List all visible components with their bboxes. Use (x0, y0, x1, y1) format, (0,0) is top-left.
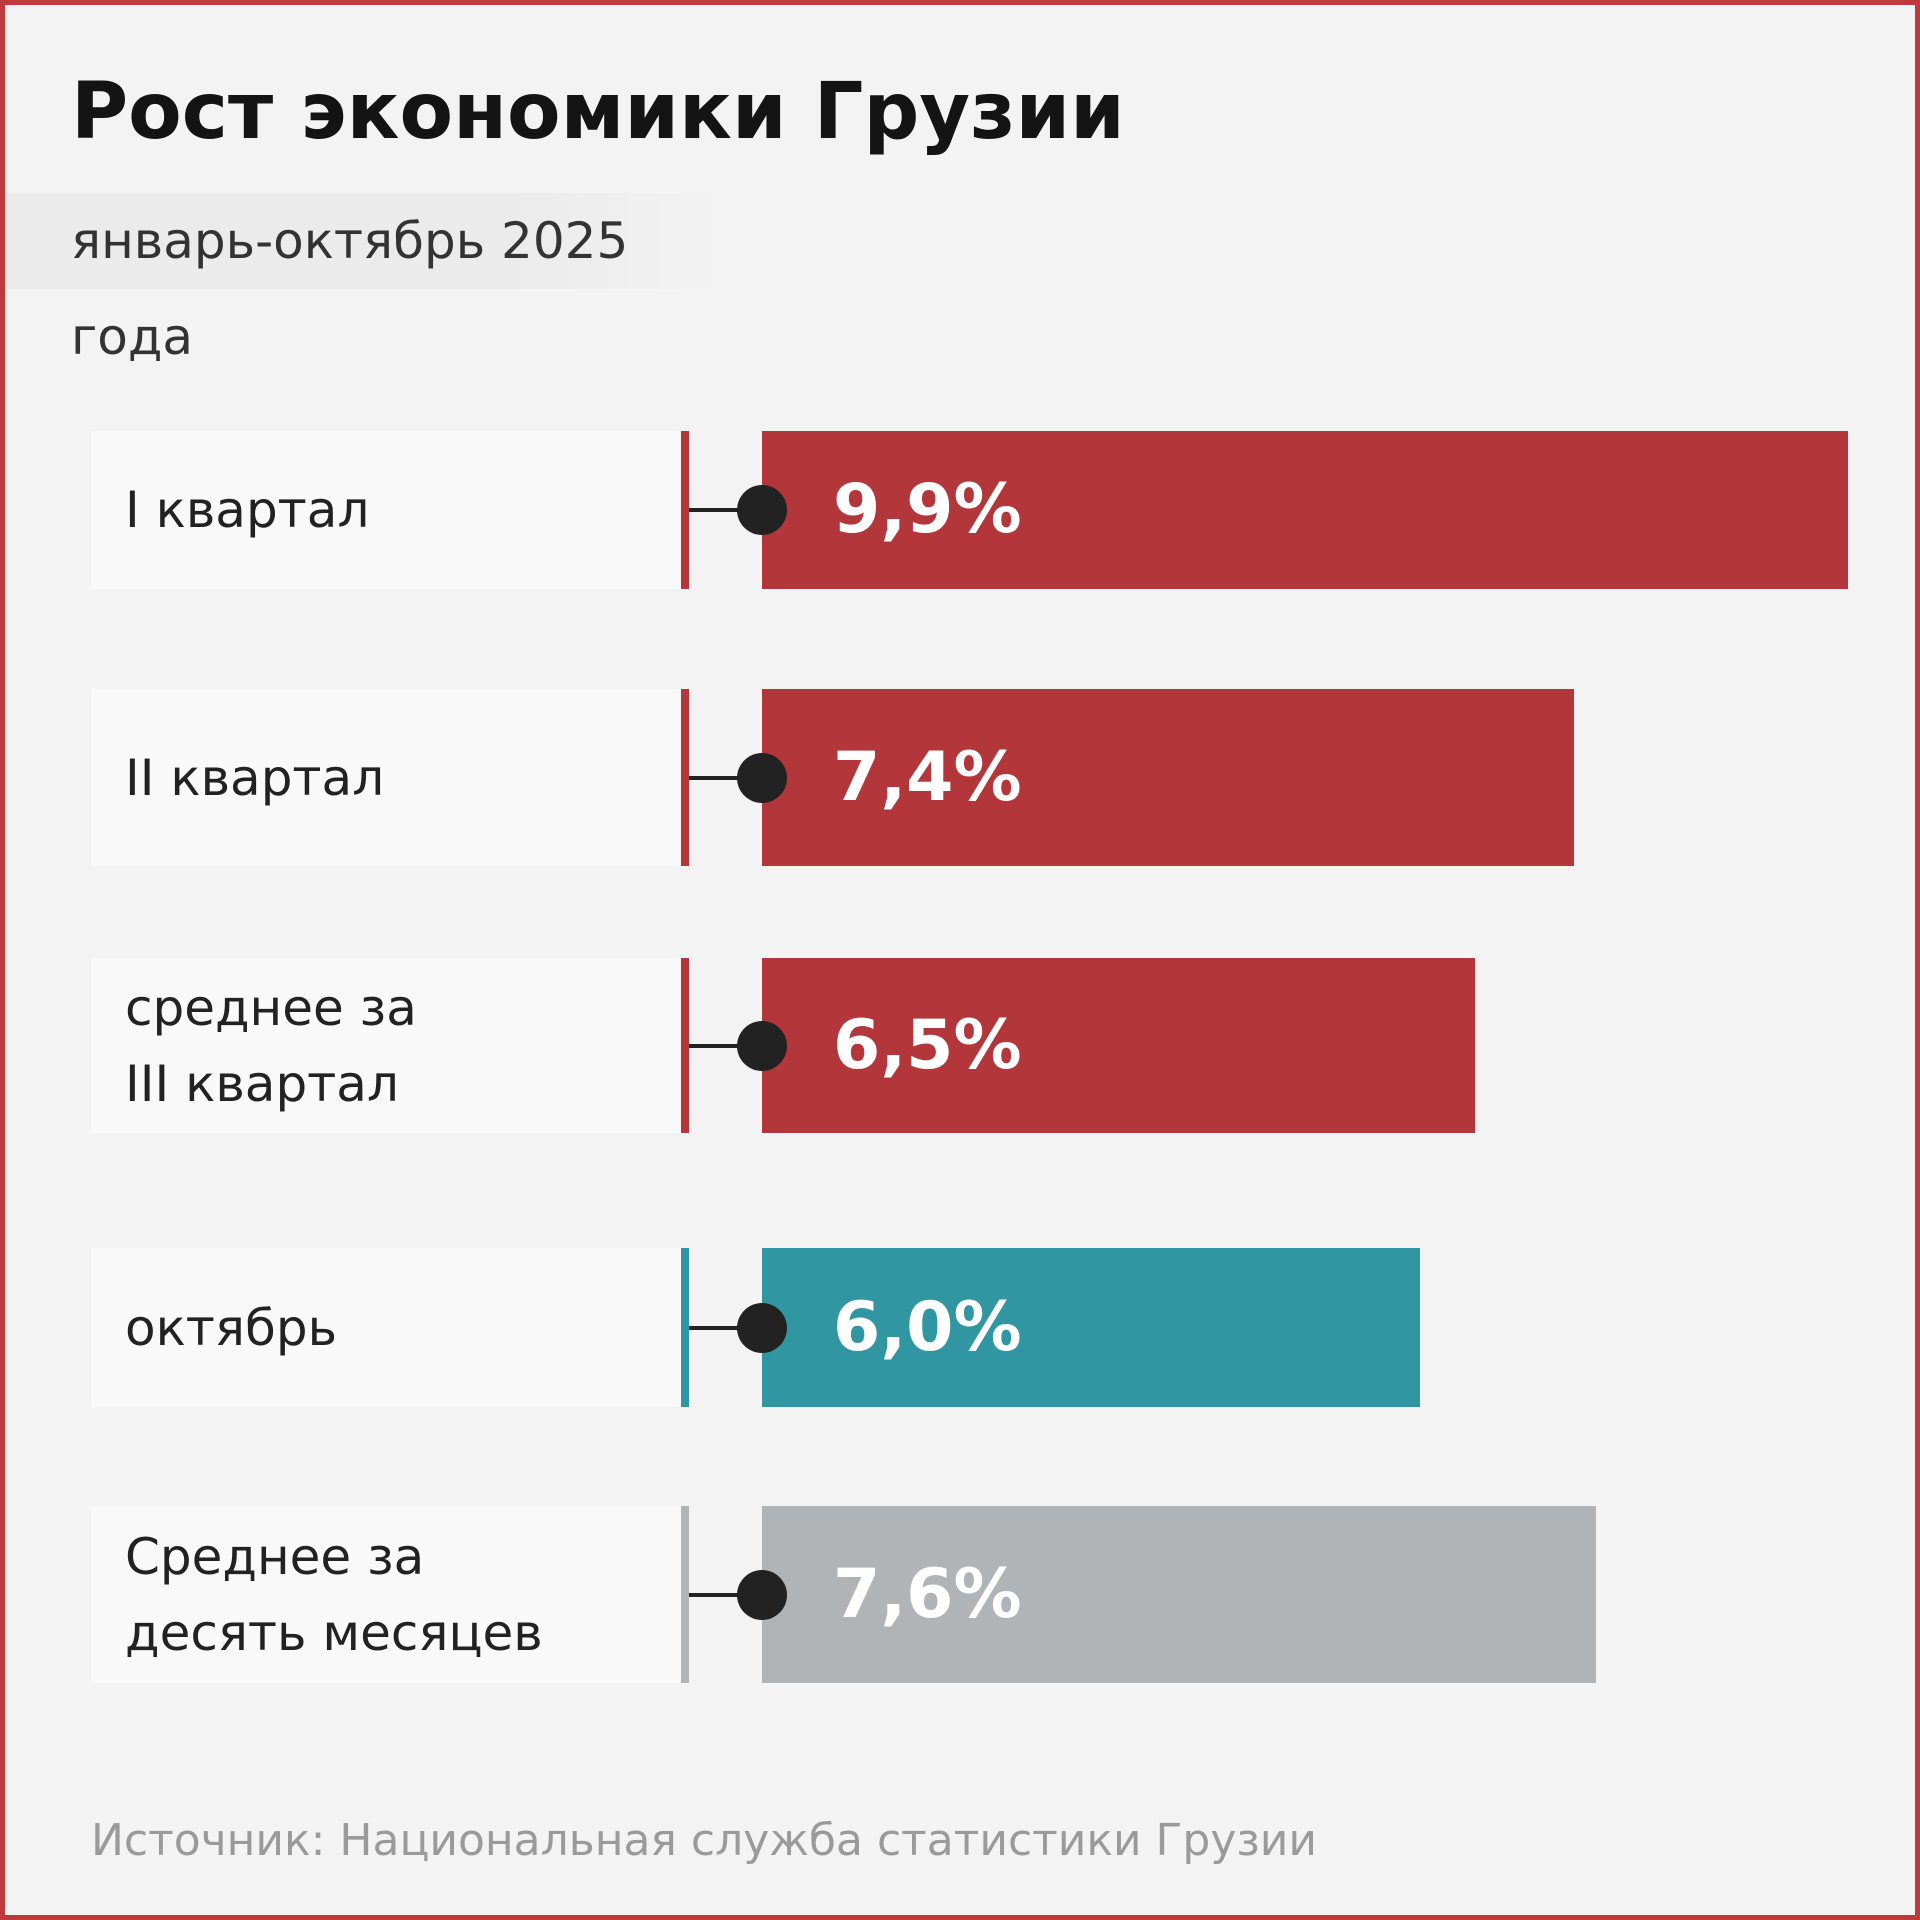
category-label: среднее за III квартал (125, 978, 417, 1113)
divider (681, 1506, 689, 1683)
connector-dot (737, 1569, 787, 1620)
connector-dot (737, 752, 787, 803)
chart-subtitle: январь-октябрь 2025 года (5, 193, 725, 366)
chart-title: Рост экономики Грузии (71, 67, 1125, 157)
category-label: I квартал (125, 481, 370, 539)
value-label: 7,4% (833, 737, 1022, 817)
connector-dot (737, 485, 787, 535)
connector (689, 1325, 749, 1330)
value-label: 9,9% (833, 470, 1022, 549)
connector (689, 1592, 749, 1597)
bar (762, 958, 1476, 1133)
bar (762, 431, 1848, 589)
value-label: 6,0% (833, 1287, 1022, 1367)
bar (762, 1248, 1421, 1407)
divider (681, 958, 689, 1133)
divider (681, 1248, 689, 1407)
category-label-box: Среднее за десять месяцев (91, 1506, 681, 1683)
divider (681, 689, 689, 866)
connector-dot (737, 1020, 787, 1071)
value-label: 6,5% (833, 1005, 1022, 1085)
category-label-box: I квартал (91, 431, 681, 589)
connector (689, 1043, 749, 1048)
source-note: Источник: Национальная служба статистики… (91, 1815, 1317, 1866)
connector-dot (737, 1302, 787, 1353)
category-label-box: II квартал (91, 689, 681, 866)
divider (681, 431, 689, 589)
category-label: октябрь (125, 1298, 338, 1357)
connector (689, 508, 749, 512)
bar (762, 1506, 1596, 1683)
category-label-box: октябрь (91, 1248, 681, 1407)
category-label: Среднее за десять месяцев (125, 1527, 543, 1662)
category-label-box: среднее за III квартал (91, 958, 681, 1133)
category-label: II квартал (125, 748, 385, 807)
bar (762, 689, 1574, 866)
value-label: 7,6% (833, 1554, 1022, 1634)
connector (689, 775, 749, 780)
